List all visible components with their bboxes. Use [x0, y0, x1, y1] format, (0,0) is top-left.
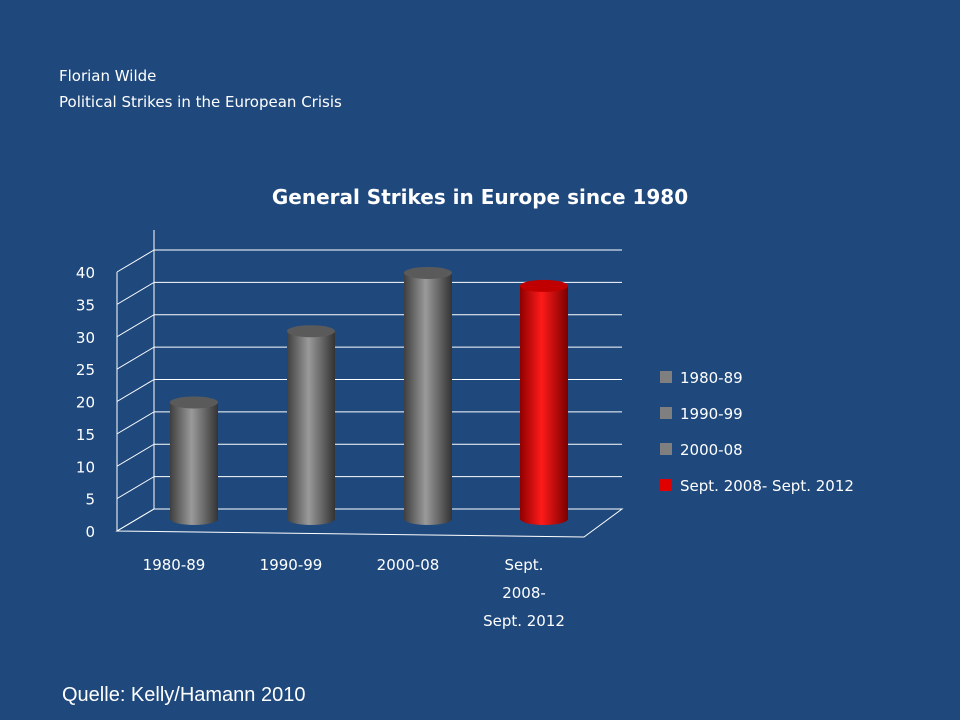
bar — [520, 279, 568, 525]
bar-top — [520, 279, 568, 292]
y-tick-label: 35 — [76, 296, 95, 314]
legend-label: Sept. 2008- Sept. 2012 — [680, 477, 854, 495]
source-note: Quelle: Kelly/Hamann 2010 — [62, 684, 306, 706]
gridline-side — [116, 379, 155, 402]
legend-label: 1980-89 — [680, 369, 743, 387]
slide-header: Florian Wilde Political Strikes in the E… — [59, 63, 342, 115]
y-tick-label: 5 — [85, 491, 95, 509]
gridline-side — [116, 249, 155, 273]
bar — [287, 325, 335, 525]
bar-body — [520, 285, 568, 525]
y-tick-label: 40 — [76, 264, 95, 282]
gridline-side — [116, 346, 155, 370]
x-tick-label: Sept. 2008-Sept. 2012 — [483, 556, 565, 630]
bar-body — [287, 331, 335, 525]
gridline-side — [116, 476, 155, 500]
author-name: Florian Wilde — [59, 67, 157, 85]
legend-swatch — [660, 479, 672, 491]
x-tick-label: 1980-89 — [143, 556, 206, 574]
y-tick-label: 10 — [76, 458, 95, 476]
y-tick-label: 25 — [76, 361, 95, 379]
gridline-side — [116, 443, 155, 467]
bar-top — [404, 266, 452, 279]
legend-label: 2000-08 — [680, 441, 743, 459]
gridline-side — [116, 281, 155, 305]
gridline-side — [116, 314, 155, 338]
legend-label: 1990-99 — [680, 405, 743, 423]
legend-swatch — [660, 407, 672, 419]
bar-top — [287, 325, 335, 338]
gridline-side — [116, 411, 155, 435]
y-tick-label: 20 — [76, 394, 95, 412]
legend-swatch — [660, 371, 672, 383]
bar — [404, 266, 452, 525]
bar — [170, 396, 218, 525]
bar-body — [170, 402, 218, 525]
y-tick-label: 15 — [76, 426, 95, 444]
chart-title: General Strikes in Europe since 1980 — [271, 185, 689, 209]
y-tick-label: 0 — [85, 523, 95, 541]
y-tick-label: 30 — [76, 329, 95, 347]
talk-title: Political Strikes in the European Crisis — [59, 93, 342, 111]
x-tick-label: 2000-08 — [377, 556, 440, 574]
legend-swatch — [660, 443, 672, 455]
x-tick-label: 1990-99 — [260, 556, 323, 574]
gridline-side — [116, 508, 155, 532]
bar-top — [170, 396, 218, 409]
bar-body — [404, 272, 452, 525]
